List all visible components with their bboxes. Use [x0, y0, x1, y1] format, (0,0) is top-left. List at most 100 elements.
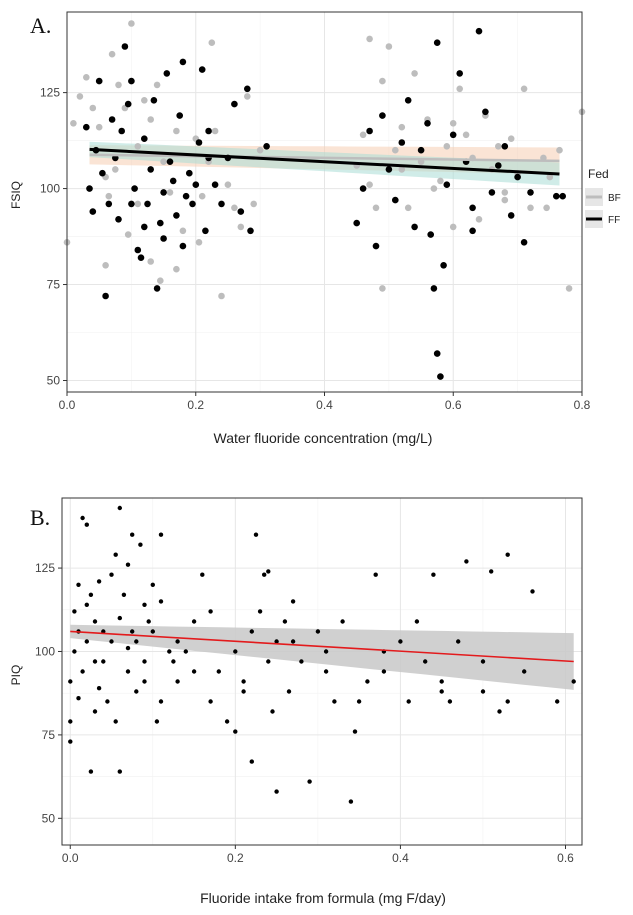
panel-a-point-ff: [102, 292, 109, 300]
panel-b-point-data: [117, 505, 123, 511]
panel-b-point-data: [72, 649, 77, 654]
panel-b-point-data: [249, 629, 254, 634]
panel-a-point-ff: [353, 219, 361, 227]
panel-a-point-bf: [449, 120, 457, 127]
panel-b-x-tick-label: 0.4: [392, 851, 409, 865]
panel-a-point-bf: [565, 285, 573, 292]
panel-a-point-bf: [83, 74, 90, 81]
panel-a-point-ff: [150, 97, 158, 104]
panel-b-point-data: [253, 532, 259, 537]
panel-b-point-data: [406, 699, 411, 704]
panel-a-y-axis-title: FSIQ: [9, 181, 23, 209]
panel-a-point-ff: [153, 285, 161, 292]
panel-b-point-data: [113, 552, 118, 557]
panel-b-point-data: [522, 669, 527, 674]
panel-b-label: B.: [30, 505, 50, 530]
panel-a-point-ff: [440, 262, 447, 269]
panel-a-point-ff: [433, 39, 441, 46]
panel-b-point-data: [158, 699, 164, 704]
panel-b-point-data: [290, 599, 296, 604]
panel-a-point-ff: [488, 189, 496, 196]
panel-a-point-bf: [385, 43, 393, 50]
panel-b-point-data: [497, 709, 502, 714]
panel-b-point-data: [257, 609, 263, 614]
panel-a-point-bf: [398, 123, 406, 131]
panel-a-point-bf: [108, 50, 116, 58]
panel-b-point-data: [356, 699, 362, 704]
panel-b-point-data: [92, 709, 98, 714]
panel-b-point-data: [290, 639, 296, 644]
panel-b-point-data: [68, 719, 73, 724]
panel-b-plot: 0.0 0.2 0.4 0.6 50 75 100 125: [35, 497, 583, 865]
panel-a-point-bf: [475, 216, 483, 223]
panel-a-point-ff: [379, 112, 386, 119]
panel-a-point-bf: [556, 146, 563, 154]
panel-a-point-bf: [449, 223, 457, 231]
panel-a-point-ff: [144, 200, 151, 208]
panel-a-point-bf: [115, 81, 122, 89]
panel-a-point-ff: [430, 285, 438, 292]
panel-a-point-ff: [134, 246, 142, 254]
panel-a-point-bf: [495, 143, 502, 150]
panel-b-point-data: [323, 649, 329, 654]
legend-title: Fed: [588, 167, 609, 181]
panel-a-point-bf: [462, 131, 470, 139]
panel-a-point-bf: [198, 192, 206, 200]
panel-a-point-ff: [469, 204, 476, 212]
panel-b-point-data: [175, 679, 180, 684]
panel-a-point-ff: [385, 166, 393, 173]
panel-b-x-axis-title: Fluoride intake from formula (mg F/day): [200, 890, 446, 906]
panel-b-point-data: [555, 699, 560, 704]
panel-a-point-ff: [108, 116, 116, 123]
panel-a-point-ff: [118, 127, 125, 135]
panel-b-point-data: [414, 619, 420, 624]
panel-a-point-bf: [112, 166, 119, 173]
panel-b-point-data: [480, 689, 486, 694]
panel-a-point-bf: [430, 185, 438, 192]
panel-a-point-bf: [527, 204, 534, 212]
panel-a-ff-confidence-band: [89, 141, 560, 186]
panel-b-point-data: [200, 572, 205, 577]
panel-a-point-ff: [527, 189, 534, 196]
panel-a-x-axis-title: Water fluoride concentration (mg/L): [214, 430, 433, 446]
panel-b-point-data: [447, 699, 453, 704]
panel-a-point-bf: [218, 292, 225, 300]
panel-b-point-data: [171, 659, 176, 664]
panel-a-point-ff: [95, 77, 103, 85]
panel-a-point-ff: [372, 242, 380, 250]
panel-a-point-ff: [366, 127, 373, 135]
panel-b-plot-border: [61, 497, 583, 846]
panel-a-point-ff: [247, 227, 254, 235]
panel-b-point-data: [191, 669, 197, 674]
panel-b-point-data: [183, 649, 188, 654]
panel-a-point-ff: [501, 143, 509, 150]
panel-b-point-data: [92, 659, 98, 664]
panel-a-point-ff: [173, 212, 180, 219]
panel-b-point-data: [340, 619, 345, 624]
panel-b-point-data: [150, 629, 155, 634]
panel-a-point-ff: [147, 166, 154, 173]
panel-a-point-bf: [437, 177, 444, 185]
panel-b-point-data: [113, 719, 118, 724]
panel-a-point-ff: [244, 85, 251, 93]
panel-b-point-data: [76, 696, 81, 701]
panel-a-point-bf: [211, 127, 219, 135]
panel-a-point-bf: [105, 192, 113, 200]
panel-a-x-tick-label: 0.0: [59, 398, 76, 412]
panel-a-point-ff: [195, 139, 203, 146]
panel-a-point-bf: [89, 104, 97, 112]
panel-a-y-tick-label: 50: [47, 373, 61, 387]
panel-a-point-ff: [218, 200, 225, 208]
panel-b-point-data: [76, 582, 81, 587]
panel-b-point-data: [138, 542, 143, 547]
panel-b-point-data: [307, 779, 312, 784]
panel-b-point-data: [233, 649, 238, 654]
panel-a-point-bf: [379, 285, 386, 292]
panel-b-point-data: [266, 659, 271, 664]
panel-a-point-ff: [559, 192, 566, 200]
panel-b-point-data: [134, 639, 139, 644]
panel-a-point-bf: [256, 146, 264, 154]
panel-b-point-data: [125, 562, 131, 567]
panel-a-point-bf: [443, 143, 451, 150]
panel-b-point-data: [154, 719, 160, 724]
